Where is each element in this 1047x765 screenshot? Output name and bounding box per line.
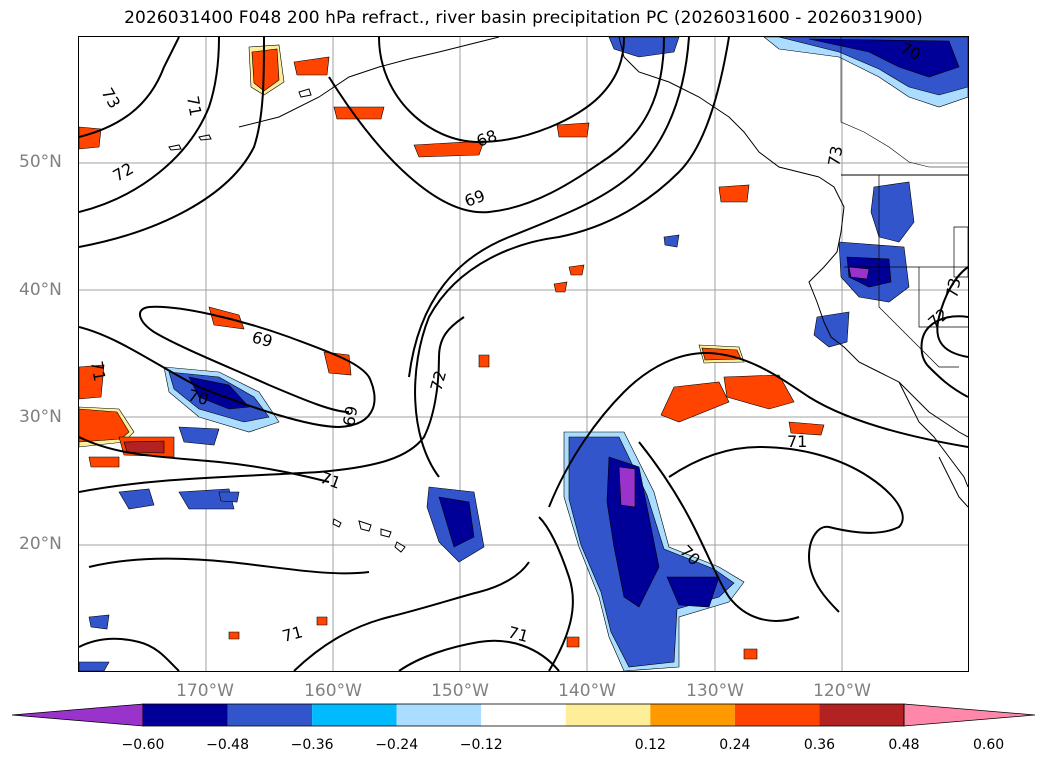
graticule — [79, 37, 968, 671]
contour-label: 73 — [824, 144, 846, 167]
lon-label-140w: 140°W — [558, 681, 616, 701]
contour-label: 73 — [942, 276, 964, 299]
lon-label-160w: 160°W — [304, 681, 362, 701]
colorbar-tick-label: −0.48 — [206, 737, 249, 753]
negative-precip-regions — [79, 37, 968, 671]
contour-label: 71 — [280, 622, 305, 646]
lat-label-40n: 40°N — [19, 280, 62, 300]
contour-label: 73 — [98, 85, 125, 112]
contour-label: 71 — [183, 94, 205, 117]
colorbar-extend-low — [11, 703, 144, 727]
colorbar-bin — [227, 704, 313, 726]
colorbar-bins — [11, 703, 1036, 727]
coastlines — [168, 37, 968, 553]
contour-label: 69 — [339, 404, 361, 427]
colorbar-bin — [312, 704, 397, 726]
colorbar-bin — [481, 704, 566, 726]
contour-label: 69 — [250, 328, 275, 352]
colorbar-tick-label: 0.12 — [634, 737, 666, 753]
colorbar-tick-label: 0.36 — [803, 737, 836, 753]
colorbar-bin — [143, 704, 228, 726]
contour-label: 69 — [462, 186, 488, 211]
lat-label-50n: 50°N — [19, 152, 62, 172]
colorbar — [11, 703, 1036, 727]
refractivity-contours — [79, 37, 968, 671]
lon-label-130w: 130°W — [686, 681, 744, 701]
figure-title: 2026031400 F048 200 hPa refract., river … — [124, 8, 923, 28]
lon-label-120w: 120°W — [813, 681, 871, 701]
lon-label-150w: 150°W — [431, 681, 489, 701]
colorbar-bin — [819, 704, 904, 726]
lon-label-170w: 170°W — [176, 681, 234, 701]
contour-label: 71 — [87, 359, 109, 382]
contour-label: 72 — [427, 368, 451, 393]
colorbar-tick-label: −0.36 — [290, 737, 334, 753]
contour-label: 71 — [787, 432, 807, 451]
colorbar-bin — [734, 704, 820, 726]
lat-label-20n: 20°N — [19, 534, 62, 554]
colorbar-bin — [396, 704, 482, 726]
colorbar-tick-label: −0.60 — [121, 737, 165, 753]
map-panel: 73 71 72 68 69 69 69 70 71 72 71 71 70 7… — [78, 36, 969, 672]
colorbar-bin — [565, 704, 651, 726]
lat-label-30n: 30°N — [19, 407, 62, 427]
colorbar-tick-label: −0.12 — [459, 737, 503, 753]
colorbar-frame — [142, 703, 905, 727]
colorbar-tick-label: 0.48 — [888, 737, 920, 753]
contour-label: 71 — [506, 623, 531, 647]
colorbar-extend-high — [903, 703, 1036, 727]
contour-label: 70 — [186, 386, 211, 410]
positive-precip-regions — [79, 44, 825, 660]
colorbar-tick-label: −0.24 — [375, 737, 419, 753]
map-canvas: 73 71 72 68 69 69 69 70 71 72 71 71 70 7… — [79, 37, 968, 671]
colorbar-bin — [650, 704, 735, 726]
colorbar-tick-label: 0.60 — [972, 737, 1005, 753]
colorbar-tick-label: 0.24 — [719, 737, 751, 753]
